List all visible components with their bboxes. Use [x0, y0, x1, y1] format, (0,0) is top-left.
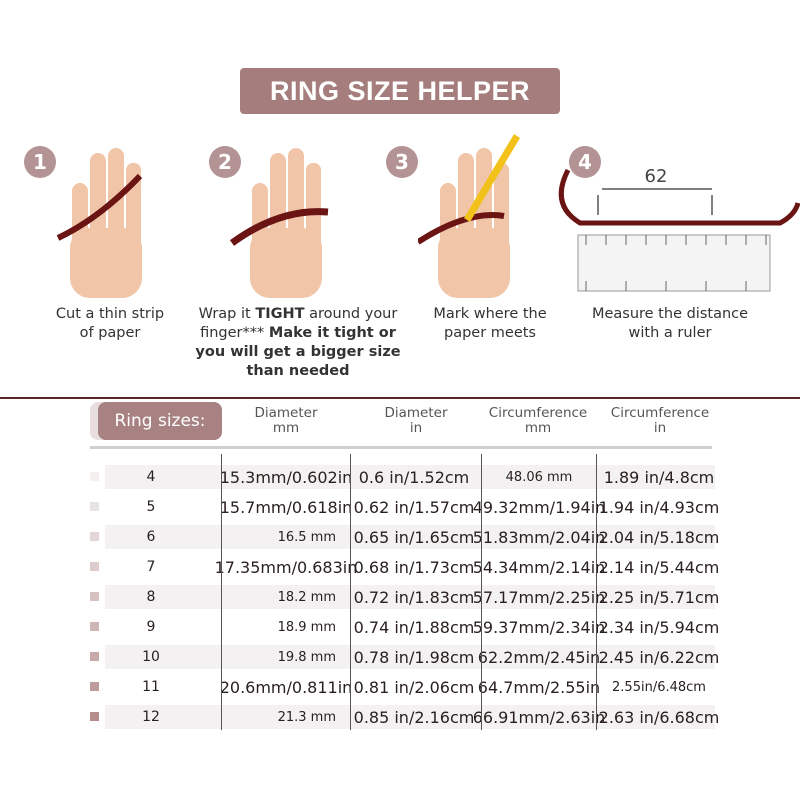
- table-row: 10 19.8 mm 0.78 in/1.98cm 62.2mm/2.45in …: [0, 642, 800, 672]
- ring-size: 12: [142, 709, 160, 725]
- ring-sizes-label-text: Ring sizes:: [98, 402, 222, 440]
- diameter-mm: 15.7mm/0.618in: [219, 497, 353, 517]
- header-circumference-in: Circumference in: [610, 405, 710, 436]
- step-3-caption: Mark where the paper meets: [433, 306, 547, 341]
- measurement-label: 62: [644, 166, 668, 187]
- row-stripe: [105, 495, 715, 519]
- row-stripe: [105, 675, 715, 699]
- diameter-mm: 18.9 mm: [277, 619, 336, 635]
- diameter-mm: 15.3mm/0.602in: [219, 467, 353, 487]
- size-swatch: [90, 592, 99, 601]
- size-swatch: [90, 532, 99, 541]
- diameter-in: 0.81 in/2.06cm: [353, 677, 475, 697]
- diameter-mm: 19.8 mm: [277, 649, 336, 665]
- column-divider: [481, 454, 482, 730]
- step-2-caption: Wrap it TIGHT around your finger*** Make …: [195, 306, 401, 379]
- circumference-mm: 62.2mm/2.45in: [477, 647, 601, 667]
- header-circumference-mm: Circumference mm: [488, 405, 588, 436]
- diameter-mm: 21.3 mm: [277, 709, 336, 725]
- hand-illustration-2: [230, 148, 329, 298]
- ring-sizes-label: Ring sizes:: [90, 402, 222, 440]
- step-2-number: 2: [209, 146, 241, 178]
- row-stripe: [105, 555, 715, 579]
- circumference-in: 1.89 in/4.8cm: [603, 467, 715, 487]
- row-stripe: [105, 465, 715, 489]
- diameter-in: 0.62 in/1.57cm: [353, 497, 475, 517]
- ring-size: 11: [142, 679, 160, 695]
- hand-illustration-1: [56, 148, 143, 298]
- circumference-in: 2.25 in/5.71cm: [598, 587, 720, 607]
- row-stripe: [105, 525, 715, 549]
- section-divider: [0, 397, 800, 399]
- column-divider: [350, 454, 351, 730]
- circumference-in: 2.34 in/5.94cm: [598, 617, 720, 637]
- table-row: 8 18.2 mm 0.72 in/1.83cm 57.17mm/2.25in …: [0, 582, 800, 612]
- step-4-number: 4: [569, 146, 601, 178]
- size-swatch: [90, 652, 99, 661]
- circumference-in: 2.45 in/6.22cm: [598, 647, 720, 667]
- ring-size: 7: [146, 559, 156, 575]
- diameter-in: 0.85 in/2.16cm: [353, 707, 475, 727]
- ring-size: 10: [142, 649, 160, 665]
- header-diameter-mm: Diameter mm: [254, 405, 318, 436]
- table-row: 6 16.5 mm 0.65 in/1.65cm 51.83mm/2.04in …: [0, 522, 800, 552]
- diameter-mm: 20.6mm/0.811in: [219, 677, 353, 697]
- diameter-in: 0.68 in/1.73cm: [353, 557, 475, 577]
- circumference-mm: 59.37mm/2.34in: [472, 617, 606, 637]
- ring-size: 5: [146, 499, 156, 515]
- table-row: 4 15.3mm/0.602in 0.6 in/1.52cm 48.06 mm …: [0, 462, 800, 492]
- circumference-in: 2.63 in/6.68cm: [598, 707, 720, 727]
- table-row: 7 17.35mm/0.683in 0.68 in/1.73cm 54.34mm…: [0, 552, 800, 582]
- circumference-in: 2.14 in/5.44cm: [598, 557, 720, 577]
- circumference-in: 2.55in/6.48cm: [612, 679, 706, 695]
- circumference-mm: 66.91mm/2.63in: [472, 707, 606, 727]
- diameter-mm: 16.5 mm: [277, 529, 336, 545]
- diameter-mm: 18.2 mm: [277, 589, 336, 605]
- diameter-in: 0.78 in/1.98cm: [353, 647, 475, 667]
- circumference-mm: 64.7mm/2.55in: [477, 677, 601, 697]
- step-4-caption: Measure the distance with a ruler: [591, 306, 749, 341]
- row-stripe: [105, 615, 715, 639]
- ring-size: 6: [146, 529, 156, 545]
- size-swatch: [90, 472, 99, 481]
- circumference-mm: 48.06 mm: [505, 469, 573, 485]
- diameter-in: 0.72 in/1.83cm: [353, 587, 475, 607]
- column-divider: [221, 454, 222, 730]
- diameter-mm: 17.35mm/0.683in: [214, 557, 358, 577]
- diameter-in: 0.74 in/1.88cm: [353, 617, 475, 637]
- ring-size: 9: [146, 619, 156, 635]
- circumference-in: 2.04 in/5.18cm: [598, 527, 720, 547]
- size-swatch: [90, 622, 99, 631]
- table-row: 11 20.6mm/0.811in 0.81 in/2.06cm 64.7mm/…: [0, 672, 800, 702]
- diameter-in: 0.6 in/1.52cm: [358, 467, 470, 487]
- page-title: RING SIZE HELPER: [240, 68, 560, 114]
- hand-illustration-3: [418, 134, 520, 298]
- circumference-in: 1.94 in/4.93cm: [598, 497, 720, 517]
- row-stripe: [105, 585, 715, 609]
- size-swatch: [90, 682, 99, 691]
- size-swatch: [90, 562, 99, 571]
- table-row: 5 15.7mm/0.618in 0.62 in/1.57cm 49.32mm/…: [0, 492, 800, 522]
- table-row: 9 18.9 mm 0.74 in/1.88cm 59.37mm/2.34in …: [0, 612, 800, 642]
- step-1-caption: Cut a thin strip of paper: [55, 306, 165, 341]
- circumference-mm: 57.17mm/2.25in: [472, 587, 606, 607]
- circumference-mm: 51.83mm/2.04in: [472, 527, 606, 547]
- header-diameter-in: Diameter in: [384, 405, 448, 436]
- table-row: 12 21.3 mm 0.85 in/2.16cm 66.91mm/2.63in…: [0, 702, 800, 732]
- circumference-mm: 54.34mm/2.14in: [472, 557, 606, 577]
- circumference-mm: 49.32mm/1.94in: [472, 497, 606, 517]
- header-rule: [90, 446, 712, 449]
- row-stripe: [105, 705, 715, 729]
- step-3-number: 3: [386, 146, 418, 178]
- size-swatch: [90, 502, 99, 511]
- ruler-illustration: [558, 168, 800, 292]
- column-divider: [596, 454, 597, 730]
- row-stripe: [105, 645, 715, 669]
- ring-size: 8: [146, 589, 156, 605]
- size-swatch: [90, 712, 99, 721]
- ring-size: 4: [146, 469, 156, 485]
- step-1-number: 1: [24, 146, 56, 178]
- diameter-in: 0.65 in/1.65cm: [353, 527, 475, 547]
